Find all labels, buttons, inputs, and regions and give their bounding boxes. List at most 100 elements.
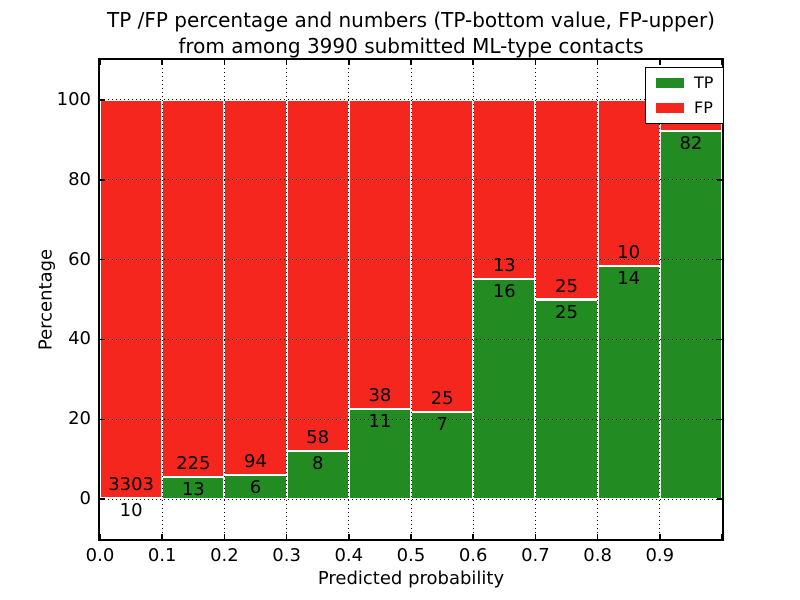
x-tick-mark-bottom — [472, 534, 474, 539]
fp-legend-label: FP — [694, 98, 713, 117]
y-tick-mark-right — [717, 498, 722, 500]
x-tick-label: 0.9 — [645, 545, 675, 566]
bar-fp-count-label: 94 — [244, 451, 267, 473]
x-tick-mark-top — [410, 60, 412, 65]
bar-fp-count-label: 225 — [176, 453, 211, 475]
x-tick-mark-bottom — [99, 534, 101, 539]
bar-tp-count-label: 11 — [368, 411, 392, 433]
bar-tp-count-label: 82 — [679, 133, 703, 155]
v-gridline — [534, 60, 536, 539]
bar-tp-segment — [659, 131, 722, 500]
bar-tp-segment — [597, 266, 660, 500]
bar-fp-segment — [286, 99, 349, 451]
y-tick-mark-left — [100, 258, 105, 261]
y-tick-label: 80 — [68, 168, 91, 190]
x-tick-mark-top — [99, 60, 101, 65]
chart-title-line1: TP /FP percentage and numbers (TP-bottom… — [107, 8, 715, 32]
bar-fp-count-label: 58 — [306, 426, 330, 448]
x-tick-mark-top — [285, 60, 288, 65]
x-tick-label: 0.1 — [147, 545, 177, 566]
x-tick-label: 0.5 — [396, 545, 426, 566]
y-tick-mark-right — [717, 179, 722, 181]
bar-tp-count-label: 13 — [181, 479, 205, 501]
plot-area: 330310225139465883811257131625251014782 … — [98, 58, 725, 541]
x-tick-mark-bottom — [223, 534, 226, 539]
bar-tp-segment — [224, 475, 287, 500]
x-tick-label: 0.6 — [458, 545, 488, 566]
x-tick-mark-bottom — [721, 534, 723, 539]
bar-tp-count-label: 8 — [311, 452, 324, 474]
tp-legend-swatch — [656, 78, 684, 88]
bar-fp-segment — [597, 99, 660, 267]
y-tick-mark-right — [717, 338, 722, 341]
x-tick-mark-top — [659, 60, 661, 65]
bar-fp-segment — [348, 99, 411, 410]
y-tick-mark-left — [100, 498, 105, 500]
y-tick-label: 0 — [79, 488, 91, 510]
y-tick-label: 100 — [56, 88, 91, 110]
bar-tp-segment — [411, 411, 474, 500]
x-tick-label: 0.0 — [85, 545, 115, 566]
y-tick-mark-left — [100, 338, 105, 341]
bar-fp-count-label: 38 — [368, 385, 392, 407]
y-tick-label: 20 — [68, 408, 91, 430]
bar-fp-count-label: 3303 — [108, 473, 154, 495]
bar-tp-count-label: 7 — [436, 413, 448, 435]
bar-tp-count-label: 25 — [555, 301, 578, 323]
bar-fp-count-label: 25 — [555, 275, 578, 297]
bar-fp-count-label: 10 — [617, 242, 641, 264]
x-tick-label: 0.4 — [334, 545, 364, 566]
y-tick-mark-right — [717, 418, 722, 420]
bar-tp-segment — [286, 450, 349, 500]
chart-title: TP /FP percentage and numbers (TP-bottom… — [100, 7, 722, 59]
legend-row-tp: TP — [656, 75, 713, 91]
x-tick-mark-top — [596, 60, 599, 65]
bar-tp-segment — [162, 477, 225, 500]
bar-tp-count-label: 10 — [119, 499, 143, 521]
legend: TP FP — [645, 67, 725, 124]
bar-fp-segment — [473, 99, 536, 279]
v-gridline — [659, 60, 661, 539]
v-gridline — [597, 60, 599, 539]
bar-tp-segment — [473, 278, 536, 500]
y-tick-mark-left — [100, 179, 105, 181]
y-tick-mark-left — [100, 99, 105, 101]
x-tick-mark-bottom — [596, 534, 599, 539]
bar-fp-count-label: 13 — [492, 254, 516, 276]
x-tick-mark-bottom — [410, 534, 412, 539]
bar-tp-segment — [348, 409, 411, 500]
v-gridline — [472, 60, 474, 539]
x-tick-mark-bottom — [534, 534, 537, 539]
x-tick-mark-top — [534, 60, 537, 65]
y-tick-label: 60 — [68, 248, 91, 270]
bar-tp-count-label: 16 — [492, 280, 516, 302]
chart-title-line2: from among 3990 submitted ML-type contac… — [178, 34, 644, 58]
legend-row-fp: FP — [656, 100, 713, 116]
bar-fp-segment — [535, 99, 598, 300]
v-gridline — [286, 60, 288, 539]
bar-fp-segment — [224, 99, 287, 476]
y-tick-mark-left — [100, 418, 105, 420]
bar-tp-segment — [535, 299, 598, 500]
x-tick-mark-bottom — [659, 534, 661, 539]
x-axis-label: Predicted probability — [317, 568, 505, 589]
tp-legend-label: TP — [694, 73, 714, 92]
x-tick-mark-bottom — [161, 534, 163, 539]
x-tick-mark-top — [721, 60, 723, 65]
bar-fp-count-label: 25 — [430, 387, 454, 409]
v-gridline — [410, 60, 412, 539]
v-gridline — [348, 60, 350, 539]
bar-tp-count-label: 14 — [617, 268, 641, 290]
bar-fp-segment — [411, 99, 474, 412]
x-tick-label: 0.3 — [272, 545, 301, 566]
y-tick-mark-right — [717, 258, 722, 261]
fp-legend-swatch — [656, 103, 684, 113]
bar-fp-segment — [162, 99, 225, 478]
x-tick-mark-top — [161, 60, 163, 65]
bar-fp-segment — [100, 99, 163, 498]
x-tick-label: 0.2 — [210, 545, 239, 566]
x-tick-mark-bottom — [348, 534, 350, 539]
x-tick-mark-bottom — [285, 534, 288, 539]
y-axis-label: Percentage — [35, 248, 57, 351]
